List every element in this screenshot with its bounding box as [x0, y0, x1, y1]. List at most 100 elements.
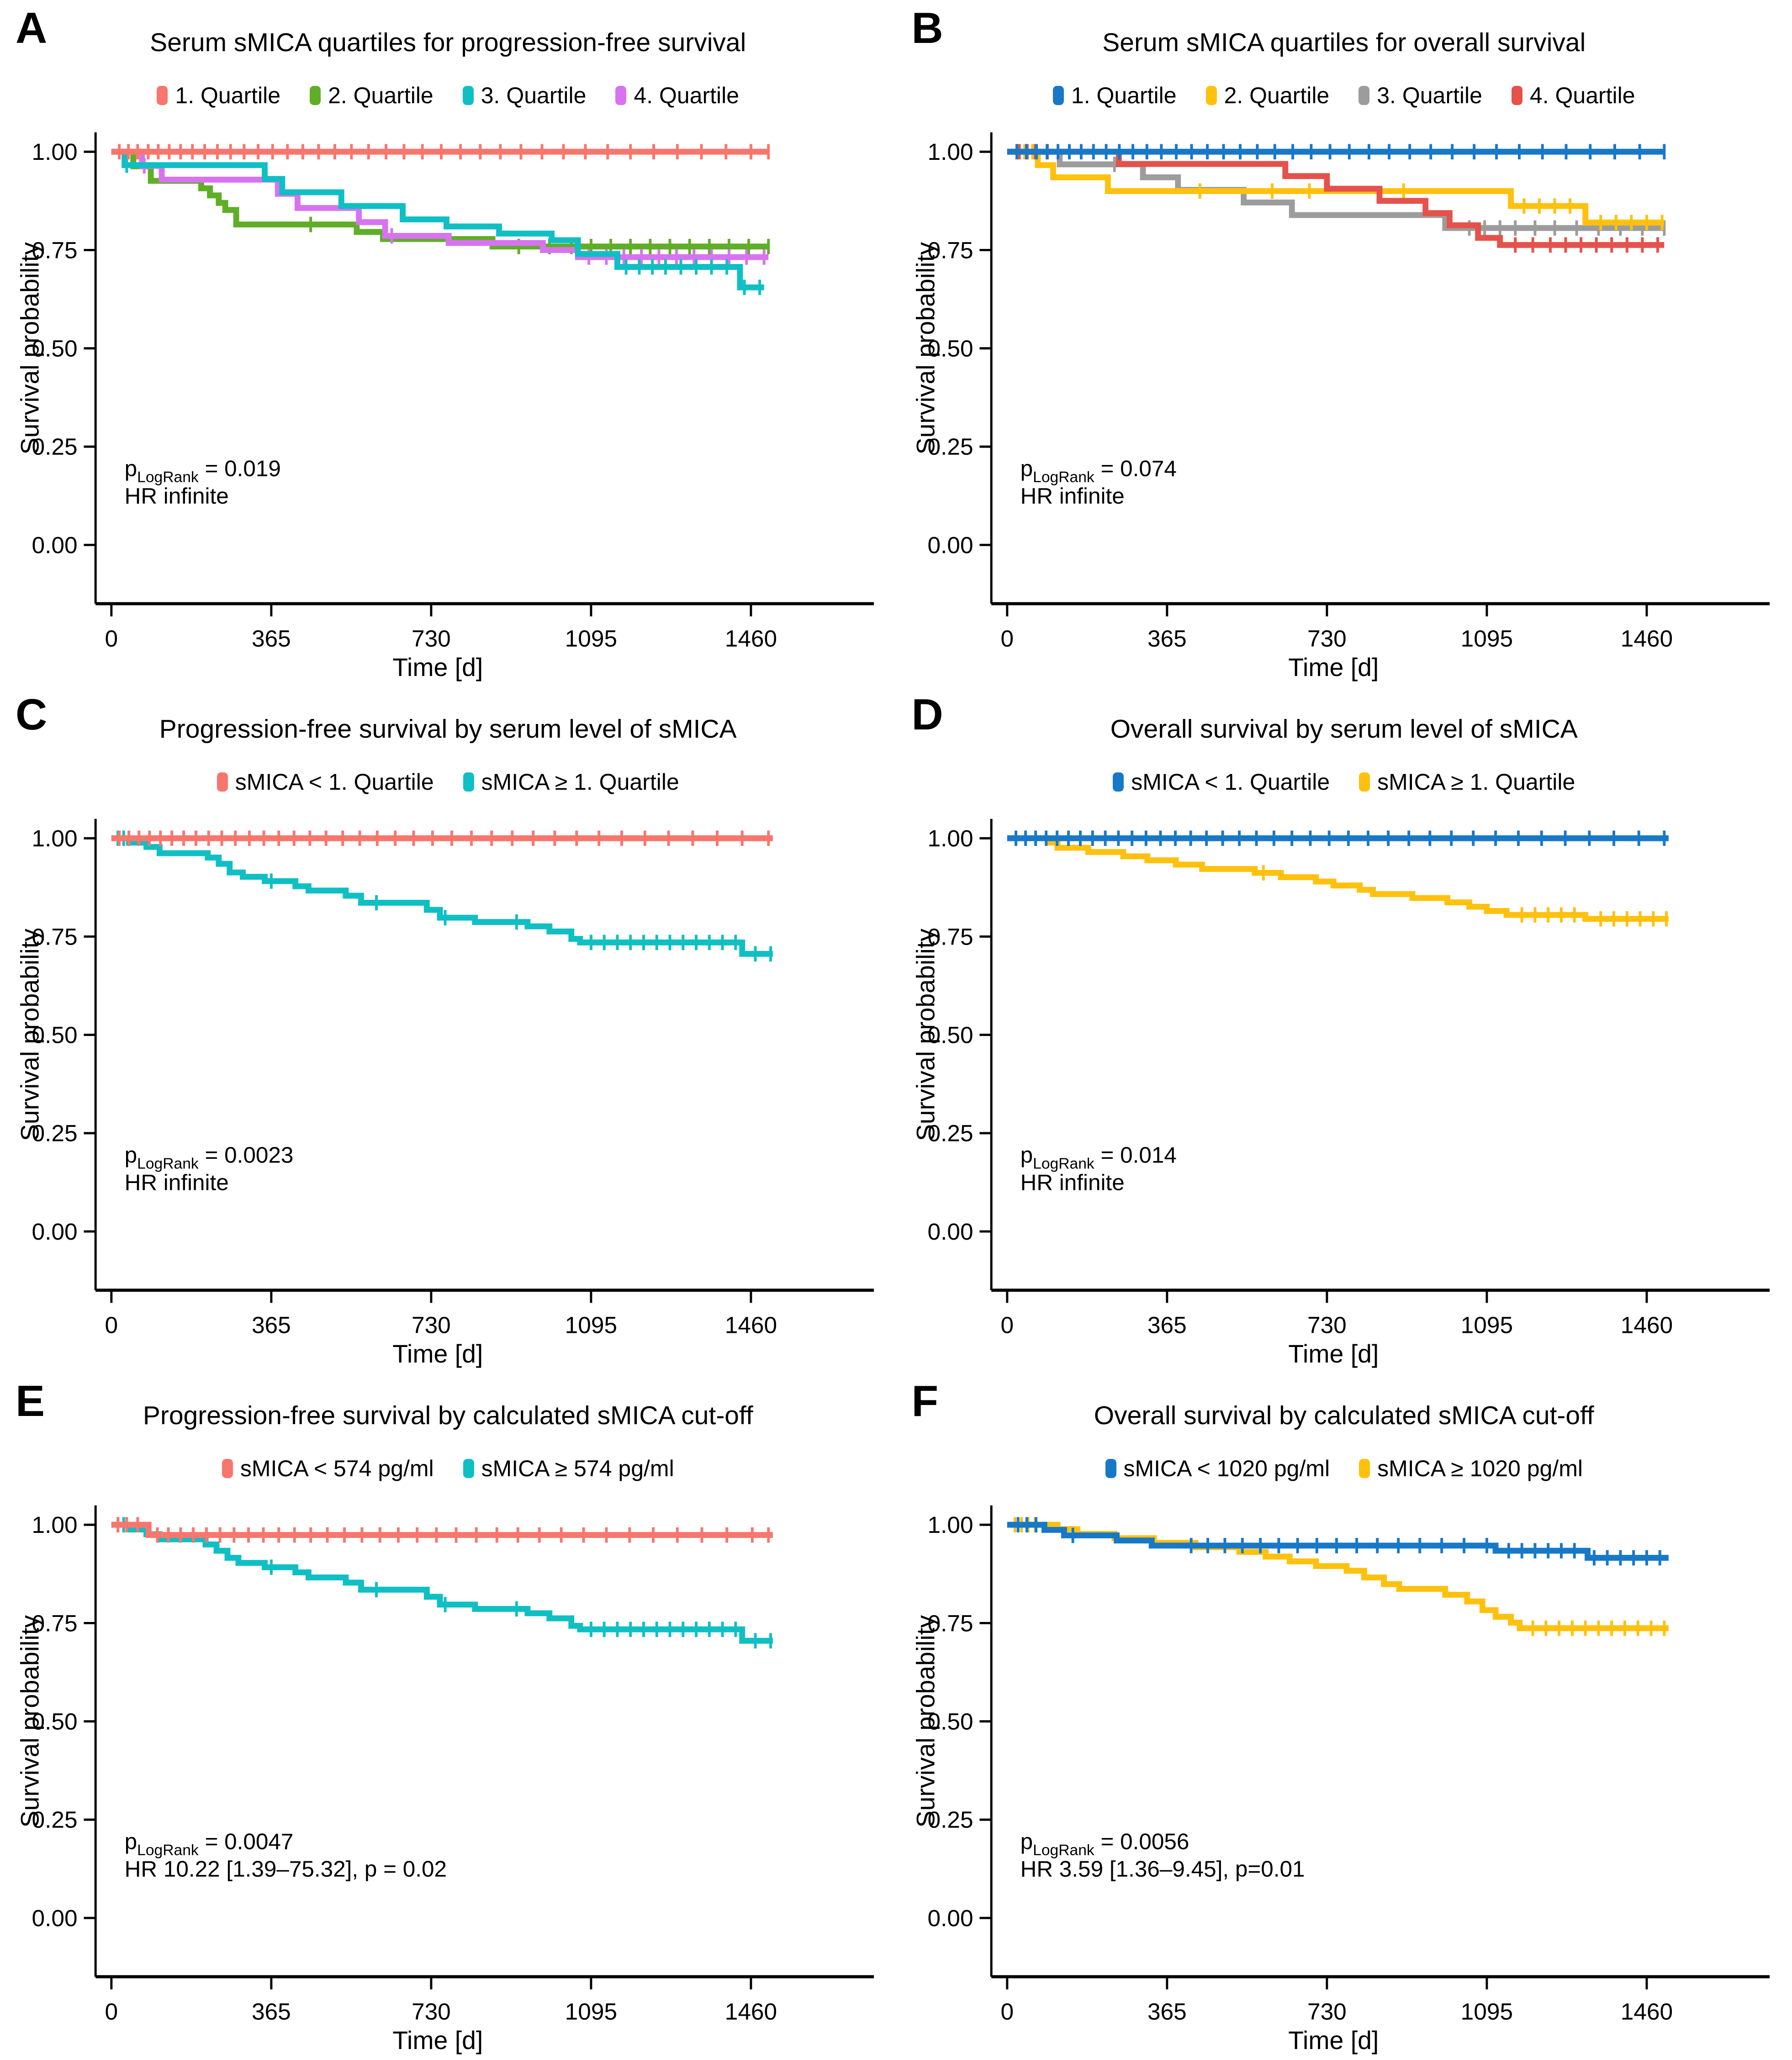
x-tick-label: 365: [1147, 1312, 1187, 1338]
legend-label: 2. Quartile: [328, 83, 433, 108]
legend-swatch: [1205, 86, 1217, 105]
y-tick-label: 1.00: [32, 138, 77, 165]
y-tick-label: 0.75: [928, 1610, 973, 1636]
legend-label: sMICA < 1020 pg/ml: [1123, 1456, 1330, 1481]
legend: 1. Quartile 2. Quartile 3. Quartile 4. Q…: [896, 82, 1792, 109]
legend-label: 4. Quartile: [634, 83, 740, 108]
panel-letter: C: [16, 690, 48, 739]
survival-curve: [1007, 148, 1665, 226]
survival-curve: [111, 1521, 773, 1644]
legend-swatch: [1359, 86, 1370, 105]
legend-swatch: [1105, 1459, 1116, 1478]
series-1-quartile: [1007, 144, 1666, 160]
legend-swatch: [1359, 1459, 1370, 1478]
legend-swatch: [157, 86, 168, 105]
y-axis-title: Survival probability: [915, 1615, 940, 1828]
x-axis-title: Time [d]: [1288, 2026, 1379, 2055]
y-tick-label: 0.75: [928, 237, 973, 263]
legend-item: sMICA ≥ 574 pg/ml: [463, 1455, 674, 1482]
panel-d: D Overall survival by serum level of sMI…: [896, 687, 1792, 1373]
legend-label: 3. Quartile: [481, 83, 587, 108]
legend-label: 1. Quartile: [1071, 83, 1177, 108]
axes: [84, 1505, 874, 1990]
legend-label: 1. Quartile: [175, 83, 281, 108]
panel-e: E Progression-free survival by calculate…: [0, 1373, 896, 2060]
x-tick-label: 730: [1307, 625, 1347, 652]
p-value-annotation: pLogRank = 0.0023: [124, 1142, 293, 1172]
p-value-annotation: pLogRank = 0.019: [124, 456, 280, 486]
hr-annotation: HR 3.59 [1.36–9.45], p=0.01: [1020, 1857, 1305, 1882]
legend-swatch: [1359, 772, 1370, 792]
axes: [84, 819, 874, 1303]
hr-annotation: HR infinite: [124, 484, 228, 509]
x-tick-label: 1460: [1621, 625, 1673, 652]
y-tick-label: 1.00: [32, 1511, 77, 1538]
legend-label: sMICA ≥ 1020 pg/ml: [1377, 1456, 1583, 1481]
y-tick-label: 0.25: [928, 1806, 973, 1833]
series-smica-1-quartile: [111, 830, 773, 962]
legend-item: 4. Quartile: [1511, 82, 1635, 109]
censor-marks: [1017, 1517, 1661, 1566]
y-tick-label: 0.25: [928, 1120, 973, 1146]
x-tick-label: 1095: [1461, 1998, 1513, 2025]
x-tick-label: 0: [1001, 1998, 1014, 2025]
y-tick-label: 0.75: [32, 923, 77, 950]
x-tick-label: 1095: [1461, 1312, 1513, 1338]
y-tick-label: 0.25: [32, 1120, 77, 1146]
x-axis-title: Time [d]: [1288, 653, 1379, 681]
legend-item: 2. Quartile: [1205, 82, 1330, 109]
y-tick-label: 1.00: [32, 825, 77, 851]
series-smica-1020-pg-ml: [1007, 1517, 1669, 1566]
y-tick-label: 1.00: [928, 1511, 973, 1538]
series-smica-1-quartile: [111, 830, 773, 846]
x-tick-label: 730: [1307, 1998, 1347, 2025]
x-axis-title: Time [d]: [392, 653, 483, 681]
axes: [979, 1505, 1770, 1990]
x-axis-title: Time [d]: [392, 2026, 483, 2055]
x-tick-label: 0: [105, 1998, 118, 2025]
survival-curve: [1007, 1521, 1669, 1561]
panel-title: Progression-free survival by serum level…: [159, 714, 737, 744]
legend-label: sMICA ≥ 1. Quartile: [481, 769, 679, 795]
series-smica-574-pg-ml: [111, 1517, 773, 1649]
survival-curve: [111, 1521, 773, 1538]
y-tick-label: 0.50: [32, 335, 77, 361]
legend-swatch: [1052, 86, 1064, 105]
legend-swatch: [615, 86, 627, 105]
legend-item: sMICA < 1020 pg/ml: [1105, 1455, 1330, 1482]
legend: 1. Quartile 2. Quartile 3. Quartile 4. Q…: [0, 82, 896, 109]
x-tick-label: 730: [412, 1998, 451, 2025]
hr-annotation: HR infinite: [1020, 484, 1125, 509]
panel-letter: B: [911, 4, 943, 53]
x-tick-label: 0: [105, 625, 118, 652]
y-axis-title: Survival probability: [915, 242, 940, 454]
legend-swatch: [1511, 86, 1522, 105]
legend-label: sMICA < 1. Quartile: [235, 769, 434, 795]
survival-curve: [1007, 148, 1665, 248]
p-value-annotation: pLogRank = 0.0056: [1020, 1829, 1189, 1859]
km-plot-c: 1.00 0.75 0.50 0.25 0.00 0 365 730 1095 1460 Time …: [19, 819, 874, 1368]
panel-title: Serum sMICA quartiles for progression-fr…: [150, 28, 746, 57]
legend-label: sMICA < 574 pg/ml: [240, 1456, 434, 1481]
panel-letter: E: [16, 1377, 45, 1426]
y-tick-label: 1.00: [928, 138, 973, 165]
legend-item: 4. Quartile: [615, 82, 739, 109]
panel-letter: D: [911, 690, 943, 739]
legend-item: sMICA < 574 pg/ml: [222, 1455, 434, 1482]
x-tick-label: 365: [252, 625, 291, 652]
legend-label: 2. Quartile: [1224, 83, 1330, 108]
legend-swatch: [217, 772, 228, 792]
legend-item: sMICA < 1. Quartile: [217, 769, 434, 795]
y-axis-title: Survival probability: [19, 929, 44, 1141]
legend-item: sMICA ≥ 1. Quartile: [1359, 769, 1575, 795]
axes: [84, 132, 874, 617]
panel-letter: F: [911, 1377, 939, 1426]
axes: [979, 819, 1770, 1303]
y-tick-label: 0.50: [928, 1708, 973, 1734]
legend: sMICA < 574 pg/ml sMICA ≥ 574 pg/ml: [0, 1455, 896, 1482]
series-3-quartile: [111, 148, 764, 296]
censor-marks: [1015, 144, 1666, 160]
km-plot-e: 1.00 0.75 0.50 0.25 0.00 0 365 730 1095 1460 Time …: [19, 1505, 874, 2055]
legend-swatch: [462, 86, 474, 105]
